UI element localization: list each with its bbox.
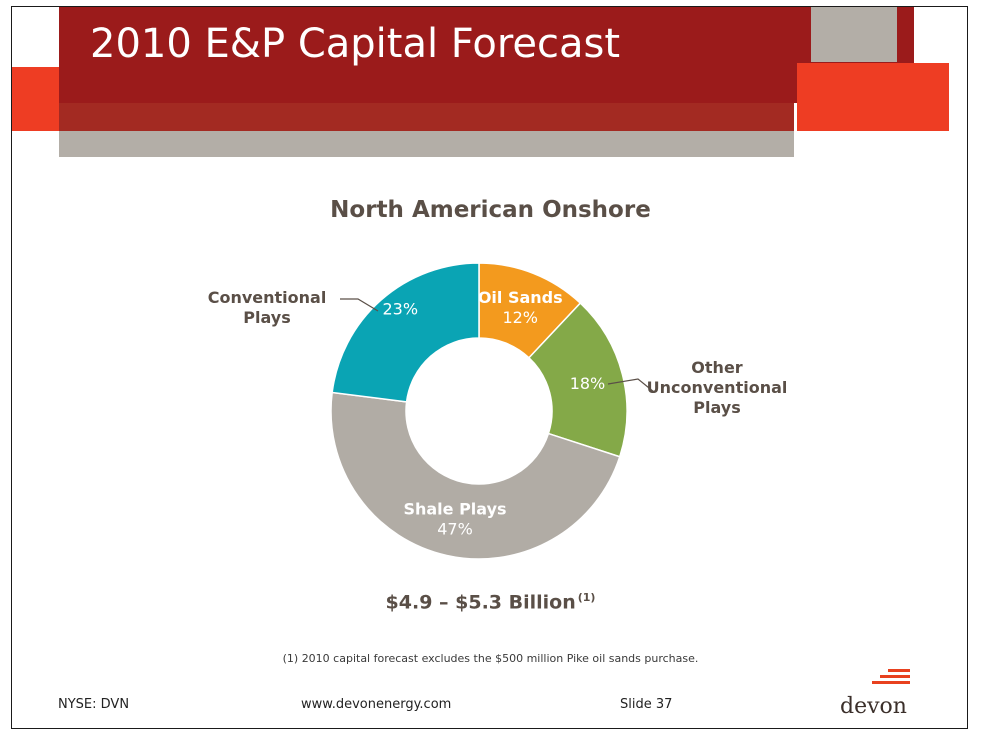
slice-value-conventional-plays: 23% (382, 299, 418, 318)
slide-frame: 2010 E&P Capital Forecast North American… (11, 6, 968, 729)
slice-name-oil-sands: Oil Sands (478, 288, 563, 307)
logo-stripe-3 (872, 681, 910, 684)
total-footnote-ref: (1) (577, 591, 596, 604)
slice-other-unconventional-plays (527, 302, 628, 458)
logo-stripe-2 (880, 675, 910, 678)
chart-title: North American Onshore (330, 197, 651, 223)
slice-name-conventional-plays: Conventional Plays (208, 288, 327, 327)
leader-line-other-unconventional (607, 378, 655, 393)
slice-conventional-plays (331, 262, 480, 403)
leader-line-conventional (340, 298, 379, 312)
total-capital-label: $4.9 – $5.3 Billion (385, 591, 576, 614)
footer-ticker: NYSE: DVN (58, 697, 130, 712)
accent-block-right (797, 63, 949, 131)
devon-logo: devon (840, 669, 920, 719)
slice-value-other-unconventional-plays: 18% (570, 374, 606, 393)
accent-square-gray (811, 7, 897, 62)
footer-website: www.devonenergy.com (301, 697, 452, 712)
logo-stripe-1 (888, 669, 910, 672)
slice-value-oil-sands: 12% (502, 308, 538, 327)
title-band (59, 7, 914, 103)
slice-name-shale-plays: Shale Plays (403, 499, 506, 518)
title-band-lower (59, 103, 794, 131)
total-capital: $4.9 – $5.3 Billion (1) (12, 591, 967, 614)
slice-value-shale-plays: 47% (437, 519, 473, 538)
logo-wordmark: devon (840, 694, 907, 719)
footnote: (1) 2010 capital forecast excludes the $… (282, 652, 699, 665)
footer-slide-number: Slide 37 (620, 697, 673, 712)
slice-name-other-unconventional-plays: Other Unconventional Plays (647, 358, 788, 417)
slide-title: 2010 E&P Capital Forecast (90, 21, 621, 67)
slice-shale-plays (330, 391, 621, 560)
